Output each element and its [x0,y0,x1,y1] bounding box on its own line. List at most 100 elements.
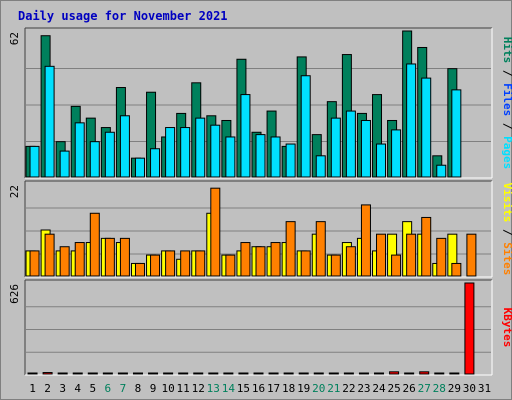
middle-sites-bar [74,242,85,277]
middle-sites-bar [225,254,236,277]
top-legend-part-4: Pages [501,136,512,169]
x-tick-label: 31 [478,382,491,395]
top-ymax-label: 62 [8,32,21,45]
x-tick-label: 27 [418,382,431,395]
bottom-kbytes-bar [178,372,189,375]
bottom-kbytes-bar [268,372,279,375]
x-tick-label: 14 [222,382,236,395]
middle-sites-bar [466,233,477,277]
top-files-bar [345,110,356,178]
bottom-kbytes-bar [87,372,98,375]
middle-sites-bar [104,237,115,277]
middle-sites-bar [134,262,145,277]
top-files-bar [104,131,115,178]
top-files-bar [436,164,447,178]
top-legend-part-0: Hits [501,37,512,64]
bottom-kbytes-bar [389,371,400,375]
top-files-bar [89,141,100,178]
middle-sites-bar [44,233,55,277]
middle-sites-bar [59,246,70,277]
x-tick-label: 4 [74,382,81,395]
bottom-kbytes-bar [117,372,128,375]
x-tick-label: 21 [327,382,340,395]
bottom-kbytes-bar [358,372,369,375]
x-tick-label: 15 [237,382,250,395]
x-tick-label: 23 [357,382,370,395]
bottom-kbytes-bar [328,372,339,375]
x-tick-label: 6 [105,382,112,395]
middle-sites-bar [150,254,161,277]
x-tick-label: 7 [120,382,127,395]
x-tick-label: 12 [192,382,205,395]
x-tick-label: 1 [29,382,36,395]
bottom-kbytes-bar [283,372,294,375]
top-files-bar [59,150,70,178]
top-files-bar [225,136,236,178]
middle-legend-part-0: Visits [501,183,512,223]
top-files-bar [150,148,161,178]
x-tick-label: 20 [312,382,325,395]
bottom-kbytes-bar [238,372,249,375]
bottom-ymax-label: 626 [8,284,21,304]
middle-sites-bar [436,237,447,277]
bottom-kbytes-bar [449,372,460,375]
top-files-bar [44,65,55,178]
top-files-bar [360,119,371,178]
x-tick-label: 29 [448,382,461,395]
x-tick-label: 9 [150,382,157,395]
x-tick-label: 26 [403,382,416,395]
middle-sites-bar [285,221,296,277]
middle-legend-part-1: / [501,222,512,242]
top-legend-part-2: Files [501,83,512,116]
top-side-legend: Hits / Files / Pages [501,37,512,170]
top-files-bar [180,127,191,178]
x-tick-label: 2 [44,382,51,395]
bottom-side-legend: KBytes [501,308,512,348]
middle-legend-part-2: Sites [501,242,512,275]
top-files-bar [391,129,402,178]
top-files-bar [315,155,326,178]
top-files-bar [74,122,85,178]
bottom-kbytes-bar [434,372,445,375]
bottom-kbytes-bar [313,372,324,375]
bottom-kbytes-bar [419,371,430,375]
x-tick-label: 24 [372,382,386,395]
bottom-kbytes-bar [298,372,309,375]
bottom-kbytes-bar [208,372,219,375]
x-tick-label: 11 [177,382,190,395]
middle-ymax-label: 22 [8,185,21,198]
middle-sites-bar [240,242,251,277]
x-tick-label: 17 [267,382,280,395]
middle-sites-bar [376,233,387,277]
x-tick-label: 13 [207,382,220,395]
x-tick-label: 5 [89,382,96,395]
x-tick-label: 22 [342,382,355,395]
middle-sites-bar [119,237,130,277]
top-files-bar [330,117,341,178]
top-files-bar [29,145,40,178]
middle-sites-bar [270,242,281,277]
middle-sites-bar [300,250,311,277]
x-tick-label: 3 [59,382,66,395]
middle-sites-bar [330,254,341,277]
middle-sites-bar [165,250,176,277]
bottom-legend-part-0: KBytes [501,308,512,348]
top-files-bar [240,94,251,178]
bottom-kbytes-bar [253,372,264,375]
top-files-bar [451,89,462,178]
middle-sites-bar [89,212,100,277]
middle-sites-bar [210,187,221,277]
middle-sites-bar [360,204,371,277]
x-tick-label: 30 [463,382,476,395]
bottom-kbytes-bar [193,372,204,375]
bottom-kbytes-bar [148,372,159,375]
top-legend-part-3: / [501,116,512,136]
bottom-kbytes-bar [374,372,385,375]
x-tick-label: 10 [161,382,174,395]
bottom-kbytes-bar [27,372,38,375]
bottom-kbytes-bar [223,372,234,375]
top-files-bar [270,136,281,178]
top-files-bar [255,134,266,178]
top-files-bar [300,75,311,178]
